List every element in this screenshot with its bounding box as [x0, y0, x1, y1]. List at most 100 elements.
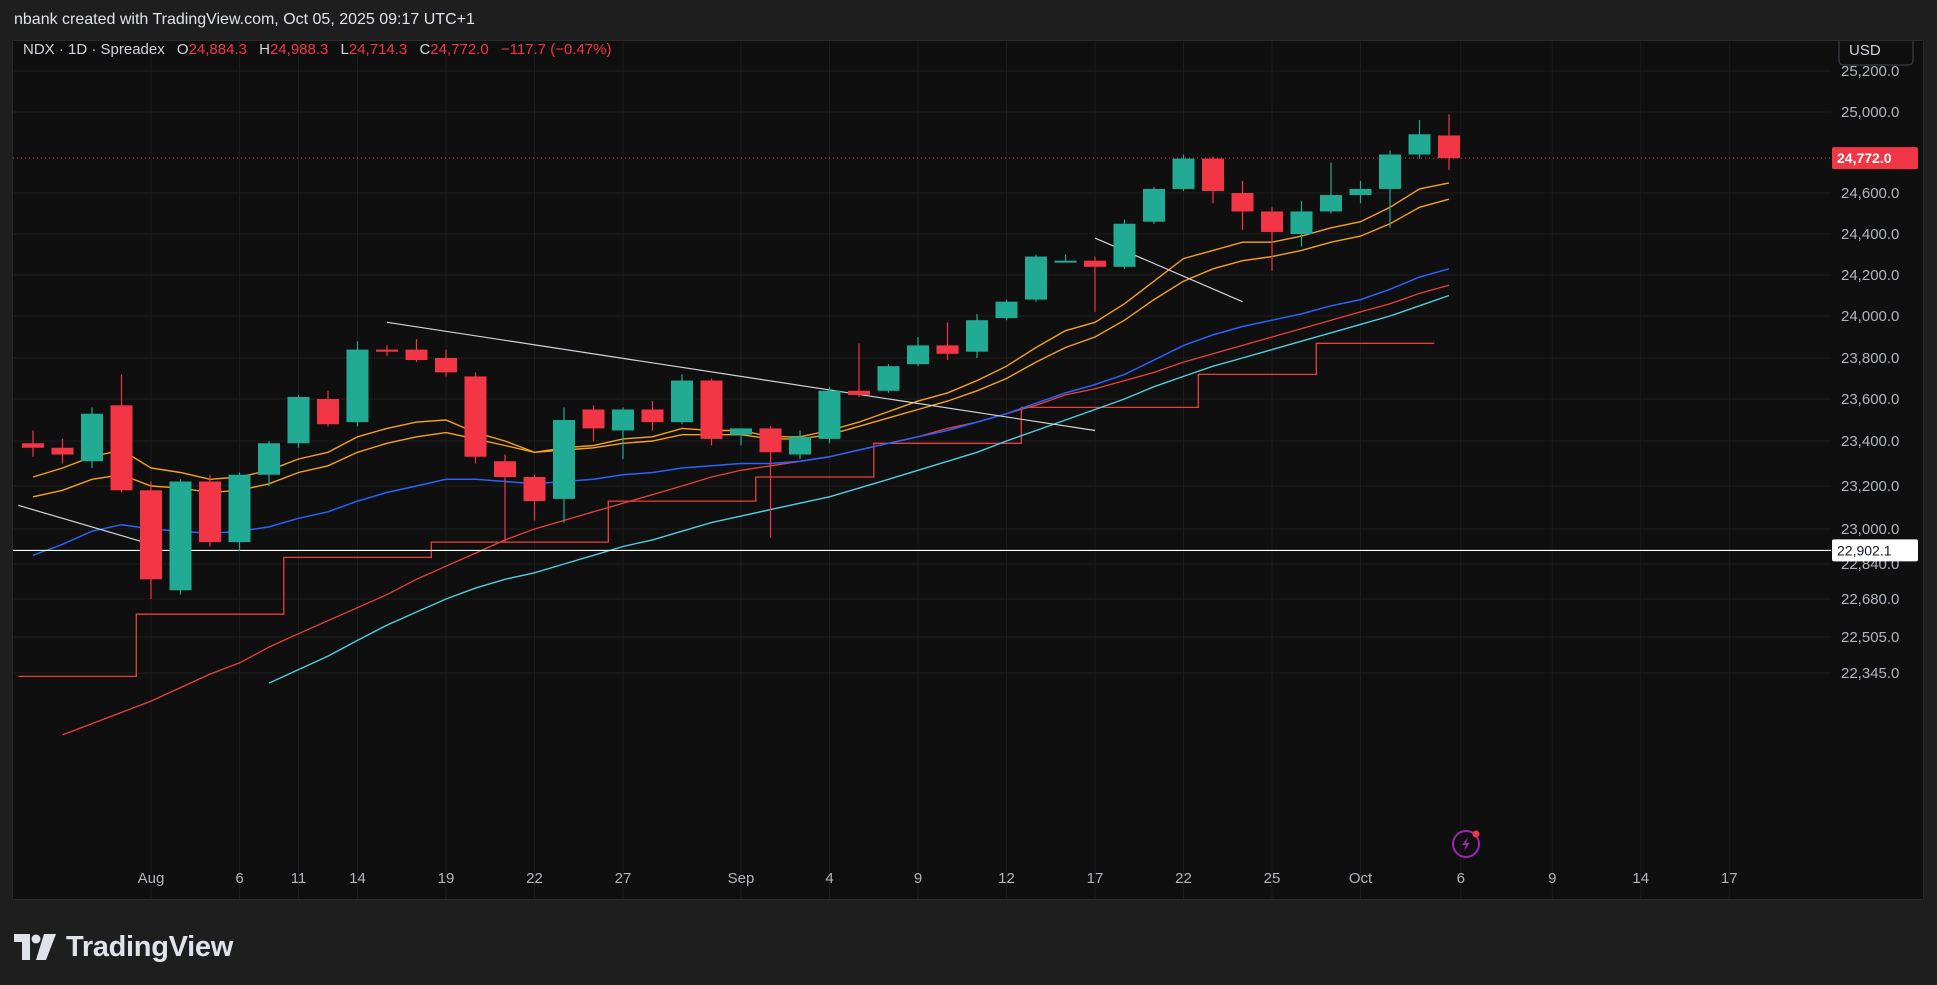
trendline [386, 321, 1096, 432]
candle-body-up [671, 380, 693, 423]
price-tick-label: 23,800.0 [1841, 350, 1899, 367]
candle-body-up [1172, 158, 1195, 189]
candle-body-down [1231, 193, 1254, 212]
open-label: O [177, 41, 189, 58]
candle-body-down [464, 376, 487, 457]
cyan-ema-line [268, 294, 1450, 684]
price-tick-label: 24,400.0 [1841, 226, 1899, 243]
candle-body-up [612, 409, 634, 431]
candle-body-up [287, 396, 310, 444]
time-tick-label: 6 [1457, 870, 1465, 887]
candle-body-up [1054, 260, 1077, 263]
candle-body-up [966, 320, 988, 352]
time-tick-label: Aug [138, 870, 165, 887]
candle-body-up [995, 301, 1018, 319]
chart-frame[interactable]: NDX · 1D · Spreadex O24,884.3 H24,988.3 … [12, 32, 1924, 900]
close-value: 24,772.0 [430, 41, 488, 58]
candle-body-up [1408, 134, 1431, 155]
candle-body-down [641, 409, 664, 423]
candle-body-up [1349, 188, 1372, 196]
time-tick-label: 11 [291, 870, 307, 887]
time-tick-label: 4 [825, 870, 833, 887]
time-tick-label: 6 [235, 870, 243, 887]
grid-lines [13, 41, 1831, 899]
high-label: H [259, 41, 270, 58]
price-tick-label: 24,600.0 [1841, 185, 1899, 202]
candle-body-down [435, 358, 457, 373]
time-tick-label: 17 [1721, 870, 1738, 887]
price-tick-label: 25,000.0 [1841, 104, 1899, 121]
candle-body-down [1438, 135, 1460, 159]
time-tick-label: 9 [1548, 870, 1556, 887]
price-tick-label: 23,000.0 [1841, 521, 1899, 538]
creator-credit: nbank created with TradingView.com, Oct … [14, 11, 475, 28]
time-tick-label: 19 [438, 870, 455, 887]
time-tick-label: 14 [1632, 870, 1649, 887]
footer: TradingView [0, 900, 1937, 985]
blue-ema-line [32, 268, 1450, 557]
candle-body-down [1261, 211, 1283, 232]
candle-body-up [228, 474, 251, 543]
time-tick-label: 12 [998, 870, 1015, 887]
level-price-label: 22,902.1 [1832, 539, 1918, 562]
candle-body-down [700, 380, 723, 439]
price-tick-label: 24,000.0 [1841, 308, 1899, 325]
time-axis[interactable]: Aug 6 11 14 19 22 27 Sep 4 9 12 17 22 25 Oct 6 9 14 17 [138, 870, 1738, 887]
currency-label: USD [1849, 42, 1881, 59]
candle-body-down [523, 477, 546, 502]
candle-body-up [1290, 211, 1313, 234]
candle-body-down [110, 405, 133, 491]
price-tick-label: 23,400.0 [1841, 433, 1899, 450]
time-tick-label: 17 [1087, 870, 1104, 887]
change-value: −117.7 (−0.47%) [501, 41, 612, 58]
red-ema-line [62, 284, 1450, 736]
close-label: C [419, 41, 430, 58]
price-tick-label: 24,200.0 [1841, 267, 1899, 284]
level-price-text: 22,902.1 [1837, 542, 1892, 558]
top-bar: nbank created with TradingView.com, Oct … [0, 0, 1937, 40]
candle-body-up [1379, 154, 1401, 189]
kijun-step-line [18, 342, 1435, 678]
candle-body-up [81, 413, 103, 462]
time-tick-label: 25 [1264, 870, 1281, 887]
candle-body-down [140, 490, 162, 580]
candle-body-up [169, 481, 192, 591]
candle-body-up [1320, 195, 1342, 212]
candle-body-up [258, 443, 280, 475]
price-tick-label: 23,200.0 [1841, 478, 1899, 495]
candle-body-down [582, 409, 605, 429]
symbol-label: NDX · 1D · Spreadex [23, 41, 165, 58]
low-value: 24,714.3 [349, 41, 407, 58]
price-tick-label: 25,200.0 [1841, 63, 1899, 80]
candle-body-down [1084, 260, 1106, 267]
candle-body-up [907, 345, 929, 365]
candle-body-up [818, 390, 841, 439]
time-tick-label: Sep [728, 870, 755, 887]
time-tick-label: 14 [349, 870, 366, 887]
high-value: 24,988.3 [270, 41, 328, 58]
candle-body-down [22, 443, 44, 448]
lightning-icon[interactable] [1452, 830, 1480, 858]
tradingview-logo[interactable]: TradingView [14, 930, 233, 964]
candle-body-down [848, 390, 870, 395]
time-tick-label: Oct [1349, 870, 1373, 887]
price-tick-label: 22,505.0 [1841, 629, 1899, 646]
candle-body-down [1202, 158, 1224, 191]
price-tick-label: 23,600.0 [1841, 391, 1899, 408]
candle-body-up [553, 420, 575, 499]
candle-body-down [51, 447, 74, 455]
price-tick-label: 22,345.0 [1841, 665, 1899, 682]
ohlc-legend[interactable]: NDX · 1D · Spreadex O24,884.3 H24,988.3 … [23, 41, 611, 58]
candle-body-up [346, 349, 369, 423]
candle-body-down [405, 349, 428, 361]
currency-button[interactable]: USD [1838, 32, 1914, 66]
price-axis[interactable]: 25,200.0 25,000.0 24,600.0 24,400.0 24,200.0… [1841, 63, 1899, 682]
tradingview-logo-icon [14, 934, 56, 960]
candle-body-up [1025, 256, 1047, 300]
price-tick-label: 22,680.0 [1841, 591, 1899, 608]
time-tick-label: 27 [615, 870, 632, 887]
tradingview-wordmark: TradingView [66, 930, 233, 963]
candle-body-down [936, 345, 959, 354]
price-chart[interactable]: NDX · 1D · Spreadex O24,884.3 H24,988.3 … [13, 32, 1923, 899]
time-tick-label: 22 [1175, 870, 1192, 887]
